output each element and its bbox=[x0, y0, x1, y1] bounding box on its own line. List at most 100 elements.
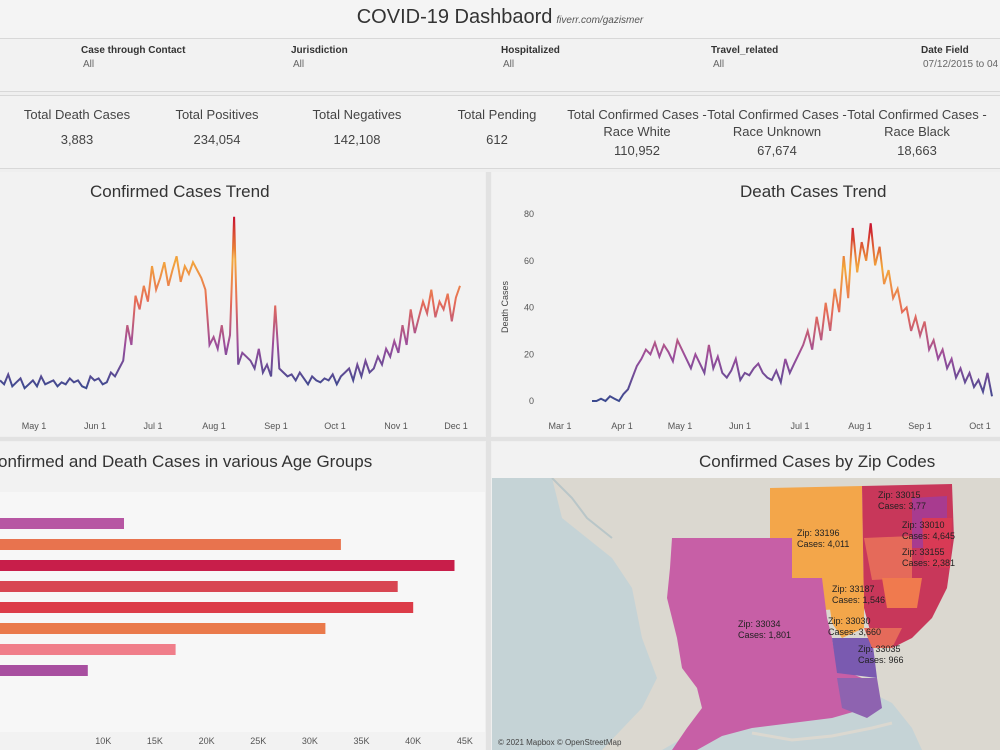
filter-label: Case through Contact bbox=[81, 45, 186, 56]
y-tick-label: 80 bbox=[524, 209, 534, 219]
kpi-value: 612 bbox=[486, 132, 508, 147]
y-tick-label: 20 bbox=[524, 349, 534, 359]
x-tick-label: 25K bbox=[250, 736, 266, 746]
title-bar: COVID-19 Dashbaord fiverr.com/gazismer bbox=[0, 0, 1000, 39]
credit-text: fiverr.com/gazismer bbox=[556, 15, 644, 26]
x-tick-label: Oct 1 bbox=[969, 421, 991, 431]
age-group-bar[interactable] bbox=[0, 602, 414, 613]
confirmed-cases-line[interactable] bbox=[0, 216, 461, 390]
x-tick-label: 10K bbox=[95, 736, 111, 746]
y-tick-label: 60 bbox=[524, 256, 534, 266]
map-label-33155: Zip: 33155 Cases: 2,381 bbox=[902, 547, 956, 568]
map-label-33035: Zip: 33035 Cases: 966 bbox=[858, 644, 904, 665]
death-trend-title: Death Cases Trend bbox=[740, 182, 887, 201]
confirmed-trend-title: Confirmed Cases Trend bbox=[90, 182, 270, 201]
panel-divider bbox=[0, 437, 1000, 441]
map-label-33010: Zip: 33010 Cases: 4,645 bbox=[902, 520, 956, 541]
confirmed-trend-panel: Confirmed Cases Trend May 1 Jun 1 Jul 1 Aug… bbox=[0, 172, 485, 436]
filter-label: Hospitalized bbox=[501, 45, 560, 56]
kpi-label: Total Confirmed Cases - Race White bbox=[567, 107, 707, 139]
confirmed-trend-chart: May 1 Jun 1 Jul 1 Aug 1 Sep 1 Oct 1 Nov 1 Dec 1 bbox=[0, 216, 468, 431]
filter-label: Travel_related bbox=[711, 45, 779, 56]
y-tick-label: 40 bbox=[524, 303, 534, 313]
x-tick-label: 30K bbox=[302, 736, 318, 746]
age-group-bar[interactable] bbox=[0, 644, 176, 655]
age-group-bar[interactable] bbox=[0, 581, 398, 592]
panel-divider bbox=[486, 172, 491, 750]
map-attribution[interactable]: © 2021 Mapbox © OpenStreetMap bbox=[498, 738, 622, 747]
filter-date-field[interactable]: Date Field 07/12/2015 to 04 bbox=[921, 45, 998, 70]
filter-value[interactable]: 07/12/2015 to 04 bbox=[923, 59, 999, 70]
x-tick-label: 45K bbox=[457, 736, 473, 746]
age-group-bar[interactable] bbox=[0, 665, 88, 676]
x-tick-label: Mar 1 bbox=[548, 421, 571, 431]
kpi-value: 67,674 bbox=[757, 143, 797, 158]
kpi-label: Total Confirmed Cases - Race Black bbox=[847, 107, 987, 139]
filter-value[interactable]: All bbox=[503, 59, 515, 70]
x-tick-label: Jul 1 bbox=[143, 421, 162, 431]
x-tick-label: Jul 1 bbox=[790, 421, 809, 431]
filter-label: Jurisdiction bbox=[291, 45, 348, 56]
filter-label: Date Field bbox=[921, 45, 969, 56]
filter-value[interactable]: All bbox=[293, 59, 305, 70]
filter-jurisdiction[interactable]: Jurisdiction All bbox=[291, 45, 348, 70]
x-tick-label: Sep 1 bbox=[264, 421, 288, 431]
kpi-label: Total Negatives bbox=[312, 107, 402, 122]
death-trend-panel: Death Cases Trend 0 20 40 60 80 Death Cases Ma… bbox=[492, 172, 1000, 436]
kpi-label: Total Confirmed Cases - Race Unknown bbox=[707, 107, 847, 139]
kpi-race-black: Total Confirmed Cases - Race Black 18,66… bbox=[847, 106, 987, 159]
map-label-33187: Zip: 33187 Cases: 1,546 bbox=[832, 584, 886, 605]
kpi-value: 3,883 bbox=[60, 132, 94, 147]
x-tick-label: Sep 1 bbox=[908, 421, 932, 431]
age-group-bar[interactable] bbox=[0, 560, 455, 571]
kpi-value: 110,952 bbox=[613, 143, 661, 158]
x-tick-label: 20K bbox=[199, 736, 215, 746]
map-label-33015: Zip: 33015 Cases: 3,77 bbox=[878, 490, 927, 511]
age-group-bar[interactable] bbox=[0, 518, 124, 529]
zip-code-map[interactable] bbox=[492, 478, 1000, 750]
x-tick-label: May 1 bbox=[668, 421, 693, 431]
map-label-33196: Zip: 33196 Cases: 4,011 bbox=[797, 528, 850, 549]
y-tick-label: 0 bbox=[529, 396, 534, 406]
age-groups-panel: onfirmed and Death Cases in various Age … bbox=[0, 442, 485, 750]
x-tick-label: Nov 1 bbox=[384, 421, 408, 431]
x-tick-label: May 1 bbox=[22, 421, 47, 431]
age-groups-title: onfirmed and Death Cases in various Age … bbox=[0, 452, 373, 471]
filter-hospitalized[interactable]: Hospitalized All bbox=[501, 45, 560, 70]
kpi-value: 18,663 bbox=[897, 143, 937, 158]
x-tick-label: Jun 1 bbox=[729, 421, 751, 431]
zip-map-title: Confirmed Cases by Zip Codes bbox=[699, 452, 936, 471]
death-cases-line[interactable] bbox=[592, 223, 993, 403]
kpi-value: 142,108 bbox=[333, 132, 381, 147]
kpi-total-pending: Total Pending 612 bbox=[427, 106, 567, 148]
filter-bar: Case through Contact All Jurisdiction Al… bbox=[0, 39, 1000, 92]
age-groups-chart: 10K 15K 20K 25K 30K 35K 40K 45K bbox=[0, 492, 485, 746]
x-tick-label: Aug 1 bbox=[848, 421, 872, 431]
kpi-race-unknown: Total Confirmed Cases - Race Unknown 67,… bbox=[707, 106, 847, 159]
kpi-total-negatives: Total Negatives 142,108 bbox=[287, 106, 427, 148]
map-label-33034: Zip: 33034 Cases: 1,801 bbox=[738, 619, 792, 640]
kpi-strip: Total Death Cases 3,883 Total Positives … bbox=[0, 95, 1000, 169]
death-trend-chart: 0 20 40 60 80 Death Cases Mar 1 Apr 1 May 1 Jun 1… bbox=[500, 209, 993, 431]
x-tick-label: Aug 1 bbox=[202, 421, 226, 431]
x-tick-label: 40K bbox=[405, 736, 421, 746]
kpi-value: 234,054 bbox=[193, 132, 241, 147]
zip-map-panel: Confirmed Cases by Zip Codes Zip: 33196 C… bbox=[492, 442, 1000, 750]
y-axis-label: Death Cases bbox=[500, 280, 510, 333]
x-tick-label: 15K bbox=[147, 736, 163, 746]
x-tick-label: Jun 1 bbox=[84, 421, 106, 431]
filter-value[interactable]: All bbox=[83, 59, 95, 70]
x-tick-label: Dec 1 bbox=[444, 421, 468, 431]
age-group-bar[interactable] bbox=[0, 623, 326, 634]
x-tick-label: 35K bbox=[354, 736, 370, 746]
kpi-label: Total Positives bbox=[175, 107, 259, 122]
filter-case-through-contact[interactable]: Case through Contact All bbox=[81, 45, 185, 70]
filter-value[interactable]: All bbox=[713, 59, 725, 70]
dashboard-title: COVID-19 Dashbaord fiverr.com/gazismer bbox=[0, 6, 1000, 29]
filter-travel-related[interactable]: Travel_related All bbox=[711, 45, 778, 70]
age-group-bar[interactable] bbox=[0, 539, 341, 550]
x-tick-label: Apr 1 bbox=[611, 421, 633, 431]
kpi-race-white: Total Confirmed Cases - Race White 110,9… bbox=[567, 106, 707, 159]
kpi-label: Total Pending bbox=[457, 107, 537, 122]
map-label-33030: Zip: 33030 Cases: 3,660 bbox=[828, 616, 882, 637]
